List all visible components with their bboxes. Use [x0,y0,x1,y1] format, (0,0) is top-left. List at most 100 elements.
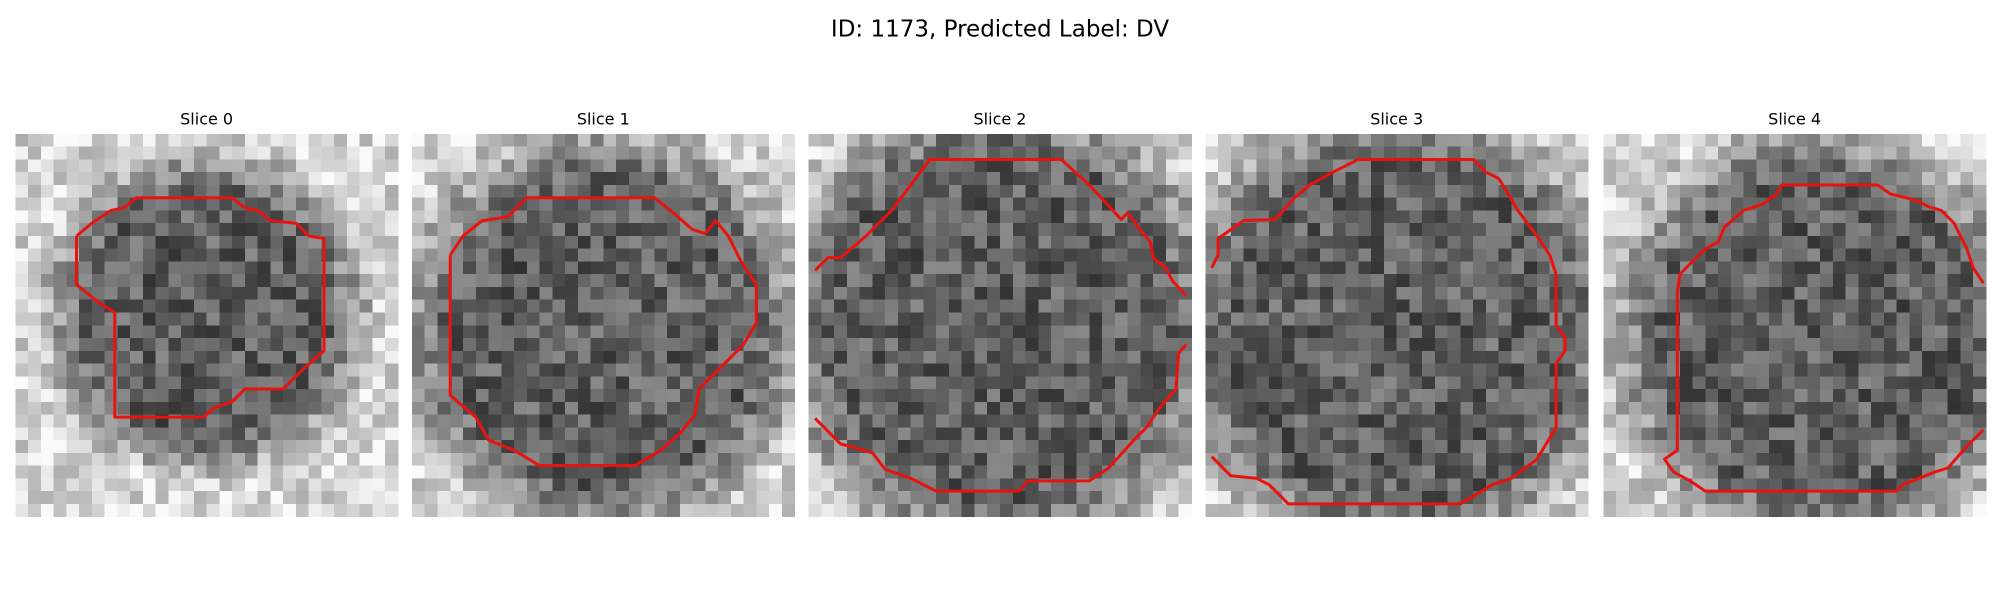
pixel [1654,159,1668,173]
pixel [1973,184,1987,199]
pixel [1269,401,1283,416]
pixel [1871,299,1885,314]
pixel [1896,427,1911,441]
pixel [1654,389,1668,403]
pixel [1281,184,1296,199]
pixel [730,427,745,441]
pixel [1807,401,1821,416]
pixel [1934,261,1949,275]
pixel [1396,401,1411,416]
pixel [1858,261,1872,275]
pixel [232,159,246,173]
pixel [1871,389,1885,403]
pixel [463,503,477,518]
pixel [552,325,566,339]
pixel [897,197,912,212]
pixel [346,197,361,212]
pixel [1641,452,1655,467]
pixel [1769,491,1783,505]
pixel [897,414,912,428]
pixel [385,172,399,186]
pixel [1383,376,1398,390]
pixel [1536,325,1551,339]
pixel [1332,274,1347,288]
pixel [1230,235,1245,250]
slice-title: Slice 3 [1370,109,1423,128]
pixel [219,440,233,454]
pixel [359,503,374,518]
pixel [1524,286,1538,301]
pixel [1718,427,1732,441]
pixel [834,223,848,237]
pixel [1667,478,1681,492]
pixel [346,223,361,237]
pixel [1051,401,1065,416]
pixel [1383,223,1398,237]
pixel [130,299,144,314]
pixel [1178,312,1192,326]
pixel [961,325,976,339]
pixel [1705,223,1719,237]
pixel [475,440,490,454]
pixel [15,376,29,390]
pixel [1422,235,1436,250]
pixel [346,184,361,199]
pixel [372,478,386,492]
pixel [1562,172,1576,186]
pixel [1909,146,1923,161]
pixel [488,414,502,428]
pixel [1960,427,1974,441]
pixel [1679,146,1694,161]
pixel [372,159,386,173]
pixel [1807,465,1821,479]
pixel [40,338,55,352]
pixel [628,478,643,492]
pixel [730,210,745,224]
pixel [359,223,374,237]
pixel [552,363,566,377]
pixel [679,274,694,288]
pixel [1460,299,1474,314]
pixel [1230,414,1245,428]
pixel [1383,325,1398,339]
pixel [667,350,681,365]
pixel [1679,376,1694,390]
pixel [53,491,67,505]
pixel [79,440,93,454]
pixel [821,299,835,314]
pixel [1332,248,1347,263]
pixel [79,312,93,326]
pixel [411,299,426,314]
pixel [1756,350,1770,365]
pixel [130,133,144,148]
pixel [756,312,770,326]
pixel [1243,376,1257,390]
pixel [1294,146,1308,161]
pixel [450,312,464,326]
pixel [1371,274,1385,288]
pixel [692,248,706,263]
pixel [1498,261,1513,275]
pixel [155,286,169,301]
pixel [1269,248,1283,263]
pixel [705,261,719,275]
pixel [411,312,426,326]
pixel [1320,133,1334,148]
pixel [1947,312,1962,326]
pixel [1345,299,1360,314]
pixel [1307,210,1321,224]
pixel [1628,478,1643,492]
pixel [450,465,464,479]
pixel [743,452,757,467]
pixel [769,146,783,161]
pixel [1973,401,1987,416]
pixel [667,338,681,352]
pixel [1705,427,1719,441]
pixel [1679,491,1694,505]
pixel [1679,427,1694,441]
pixel [1896,223,1911,237]
pixel [142,312,157,326]
pixel [1114,478,1129,492]
pixel [1025,286,1039,301]
pixel [1153,325,1167,339]
